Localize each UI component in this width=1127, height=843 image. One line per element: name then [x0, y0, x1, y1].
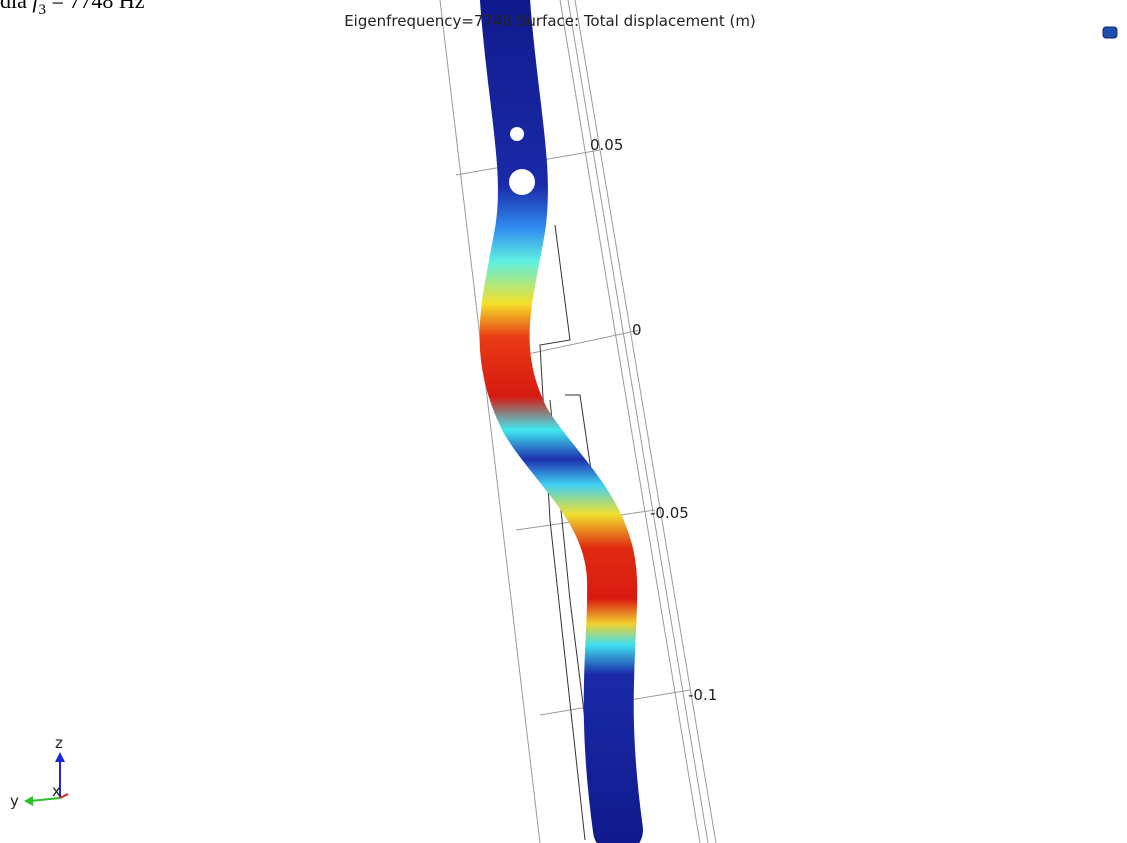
triad-label: y: [10, 792, 19, 810]
hole: [509, 169, 535, 195]
caption-subscript: 3: [39, 2, 47, 18]
axis-label: -0.05: [650, 504, 689, 522]
axis-label: 0.05: [590, 136, 623, 154]
bounding-frame: [440, 0, 716, 843]
caption-rest: = 7748 Hz: [52, 0, 145, 13]
axis-label: 0: [632, 321, 642, 339]
triad-label: x: [52, 782, 61, 800]
toolbar-icon[interactable]: [1103, 27, 1117, 38]
caption: dla f3 = 7748 Hz: [0, 0, 145, 19]
plot-title: Eigenfrequency=7748 Surface: Total displ…: [344, 12, 756, 30]
axis-triad: z y x: [10, 734, 68, 810]
beam: [505, 0, 618, 830]
triad-label: z: [55, 734, 63, 752]
caption-prefix: dla: [0, 0, 27, 13]
hole: [510, 127, 524, 141]
screenshot: Eigenfrequency=7748 Surface: Total displ…: [0, 0, 1127, 843]
svg-text:dla f3 = 7748 Hz: dla f3 = 7748 Hz: [0, 0, 145, 19]
axis-label: -0.1: [688, 686, 717, 704]
